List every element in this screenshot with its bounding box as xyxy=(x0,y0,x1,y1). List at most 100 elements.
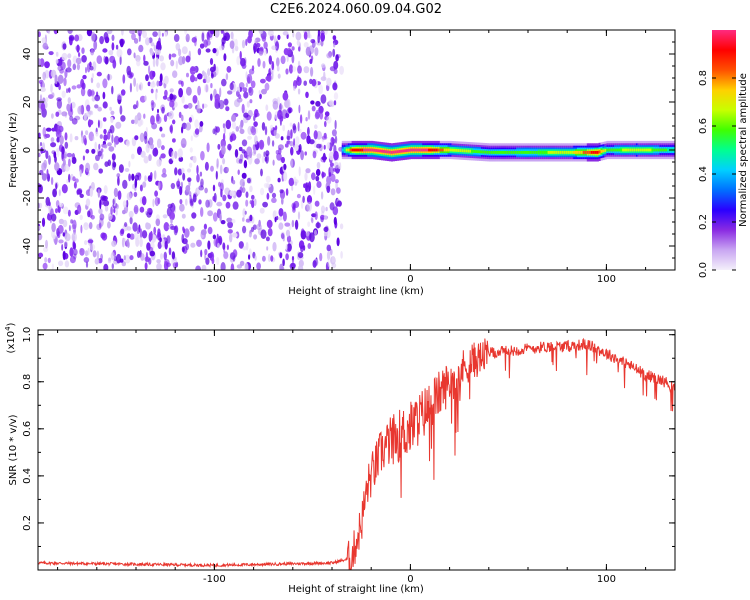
spectrogram-band-cell xyxy=(396,150,399,154)
spectrogram-band-cell xyxy=(410,148,413,152)
spectrogram-noise-speckle xyxy=(150,115,155,125)
spectrogram-noise-speckle xyxy=(338,146,343,152)
spectrogram-band-cell xyxy=(490,150,494,154)
spectrogram-noise-speckle xyxy=(327,258,330,267)
spectrogram-noise-speckle xyxy=(161,145,165,151)
spectrogram-noise-speckle xyxy=(179,186,183,196)
spectrogram-noise-speckle xyxy=(199,171,203,177)
colorbar-gradient xyxy=(712,30,736,270)
spectrogram-noise-speckle xyxy=(332,82,338,91)
spectrogram-band-cell xyxy=(524,150,527,154)
spectrogram-noise-speckle xyxy=(90,215,95,220)
spectrogram-noise-speckle xyxy=(204,161,209,171)
spectrogram-noise-speckle xyxy=(260,78,266,84)
spectrogram-noise-speckle xyxy=(252,224,257,230)
spectrogram-noise-speckle xyxy=(46,168,49,178)
spectrogram-noise-speckle xyxy=(146,242,151,251)
spectrogram-noise-speckle xyxy=(248,68,255,75)
spectrogram-noise-speckle xyxy=(318,84,324,95)
spectrogram-band-cell xyxy=(430,148,433,152)
spectrogram-noise-speckle xyxy=(102,78,108,89)
spectrogram-noise-speckle xyxy=(202,103,205,110)
spectrogram-noise-speckle xyxy=(57,231,61,239)
spectrogram-noise-speckle xyxy=(186,72,189,78)
spectrogram-noise-speckle xyxy=(178,48,182,57)
spectrogram-noise-speckle xyxy=(207,226,213,235)
spectrogram-noise-speckle xyxy=(88,119,94,125)
spectrogram-noise-speckle xyxy=(169,93,174,100)
spectrogram-noise-speckle xyxy=(119,39,124,48)
spectrogram-noise-speckle xyxy=(262,60,266,69)
spectrogram-noise-speckle xyxy=(307,243,312,249)
spectrogram-noise-speckle xyxy=(317,33,321,44)
spectrogram-band-cell xyxy=(449,148,452,152)
snr-ticks: -100 0 100 0.2 0.4 0.6 0.8 1.0 xyxy=(22,327,675,585)
x-tick-label: 100 xyxy=(597,274,616,285)
spectrogram-noise-speckle xyxy=(67,30,73,34)
spectrogram-noise-speckle xyxy=(112,198,115,205)
spectrogram-noise-speckle xyxy=(305,117,308,122)
spectrogram-band-cell xyxy=(575,150,578,154)
spectrogram-noise-speckle xyxy=(303,80,308,86)
spectrogram-noise-speckle xyxy=(299,114,303,124)
snr-y-multiplier-close: ) xyxy=(6,322,17,326)
spectrogram-noise-speckle xyxy=(203,223,207,230)
spectrogram-noise-speckle xyxy=(190,242,196,248)
spectrogram-noise-speckle xyxy=(113,207,116,214)
spectrogram-noise-speckle xyxy=(289,122,293,127)
spectrogram-noise-speckle xyxy=(281,233,285,240)
spectrogram-noise-speckle xyxy=(305,91,309,99)
spectrogram-noise-speckle xyxy=(212,184,216,192)
spectrogram-noise-speckle xyxy=(61,90,66,99)
spectrogram-noise-speckle xyxy=(323,226,329,233)
spectrogram-noise-speckle xyxy=(183,104,189,109)
spectrogram-noise-speckle xyxy=(82,74,87,80)
spectrogram-noise-speckle xyxy=(311,105,316,112)
spectrogram-noise-speckle xyxy=(333,216,337,226)
spectrogram-noise-speckle xyxy=(251,194,255,200)
spectrogram-noise-speckle xyxy=(206,142,210,153)
spectrogram-band-cell xyxy=(486,150,490,154)
spectrogram-noise-speckle xyxy=(108,50,114,56)
spectrogram-band-cell xyxy=(384,150,388,154)
spectrogram-noise-speckle xyxy=(200,207,204,217)
spectrogram-noise-speckle xyxy=(56,124,61,135)
spectrogram-noise-speckle xyxy=(238,82,245,90)
spectrogram-band-cell xyxy=(614,148,617,152)
spectrogram-noise-speckle xyxy=(91,73,95,79)
spectrogram-noise-speckle xyxy=(294,144,299,152)
spectrogram-band-cell xyxy=(543,150,546,154)
spectrogram-noise-speckle xyxy=(260,187,265,196)
spectrogram-noise-speckle xyxy=(85,261,89,268)
spectrogram-noise-speckle xyxy=(159,55,165,62)
spectrogram-noise-speckle xyxy=(227,221,234,229)
spectrogram-noise-speckle xyxy=(42,71,46,81)
spectrogram-noise-speckle xyxy=(237,169,240,175)
spectrogram-noise-speckle xyxy=(145,37,150,46)
spectrogram-noise-speckle xyxy=(66,103,71,112)
spectrogram-noise-speckle xyxy=(307,221,311,227)
spectrogram-noise-speckle xyxy=(76,44,80,53)
spectrogram-band-cell xyxy=(457,149,460,152)
spectrogram-band-cell xyxy=(559,150,562,154)
spectrogram-noise-speckle xyxy=(204,248,208,256)
spectrogram-band-cell xyxy=(645,148,648,152)
spectrogram-noise-speckle xyxy=(330,136,335,144)
spectrogram-band-cell xyxy=(379,149,382,153)
spectrogram-noise-speckle xyxy=(87,239,94,244)
y-tick-label: 0 xyxy=(22,147,33,153)
spectrogram-noise-speckle xyxy=(316,181,322,188)
spectrogram-noise-speckle xyxy=(196,165,199,175)
spectrogram-noise-speckle xyxy=(315,143,322,149)
spectrogram-band-cell xyxy=(651,148,654,152)
spectrogram-noise-speckle xyxy=(180,138,187,148)
spectrogram-noise-speckle xyxy=(242,87,248,93)
spectrogram-noise-speckle xyxy=(284,222,291,227)
spectrogram-noise-speckle xyxy=(297,88,301,95)
spectrogram-noise-speckle xyxy=(58,260,64,267)
spectrogram-noise-speckle xyxy=(226,167,229,172)
spectrogram-noise-speckle xyxy=(184,228,190,238)
spectrogram-noise-speckle xyxy=(288,108,292,114)
spectrogram-noise-speckle xyxy=(115,207,118,216)
spectrogram-noise-speckle xyxy=(133,38,139,44)
